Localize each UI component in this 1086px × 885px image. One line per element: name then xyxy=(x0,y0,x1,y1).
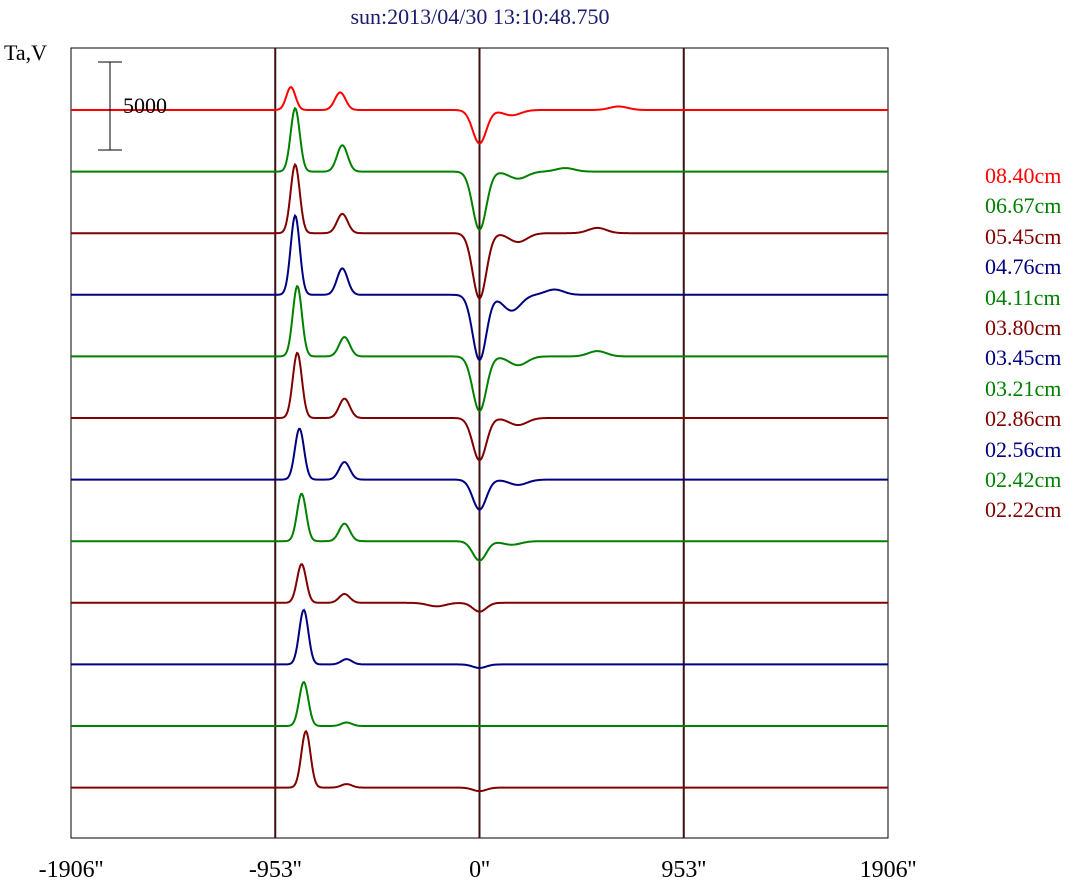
series-line-08.40cm xyxy=(71,85,888,145)
x-tick-label: -953'' xyxy=(249,857,302,883)
legend-item: 02.56cm xyxy=(985,436,1062,462)
legend-item: 03.45cm xyxy=(985,345,1062,371)
x-tick-label: -1906'' xyxy=(39,857,104,883)
legend-item: 02.22cm xyxy=(985,497,1062,523)
series-line-02.86cm xyxy=(71,563,888,613)
legend-item: 03.21cm xyxy=(985,375,1062,401)
scale-bar: 5000 xyxy=(98,61,167,151)
series-line-03.45cm xyxy=(71,427,888,511)
chart-title: sun:2013/04/30 13:10:48.750 xyxy=(350,4,610,29)
legend-item: 04.11cm xyxy=(985,284,1061,310)
series-line-03.21cm xyxy=(71,492,888,562)
legend-item: 02.42cm xyxy=(985,467,1062,492)
legend-item: 06.67cm xyxy=(985,193,1062,219)
series-line-04.11cm xyxy=(71,284,888,412)
series-line-02.22cm xyxy=(71,729,888,793)
scale-bar-label: 5000 xyxy=(123,93,167,118)
x-tick-label: 0'' xyxy=(469,857,490,883)
legend-item: 03.80cm xyxy=(985,315,1062,340)
legend-item: 05.45cm xyxy=(985,223,1062,249)
y-axis-label: Ta,V xyxy=(4,40,48,65)
series-line-02.42cm xyxy=(71,680,888,727)
series-line-04.76cm xyxy=(71,213,888,361)
series-line-05.45cm xyxy=(71,162,888,300)
legend-item: 08.40cm xyxy=(985,163,1062,188)
legend-item: 02.86cm xyxy=(985,406,1062,432)
x-tick-label: 1906'' xyxy=(860,857,917,883)
x-tick-label: 953'' xyxy=(661,857,706,883)
series-line-03.80cm xyxy=(71,351,888,462)
series-line-06.67cm xyxy=(71,106,888,231)
legend-item: 04.76cm xyxy=(985,254,1062,280)
series-line-02.56cm xyxy=(71,608,888,669)
